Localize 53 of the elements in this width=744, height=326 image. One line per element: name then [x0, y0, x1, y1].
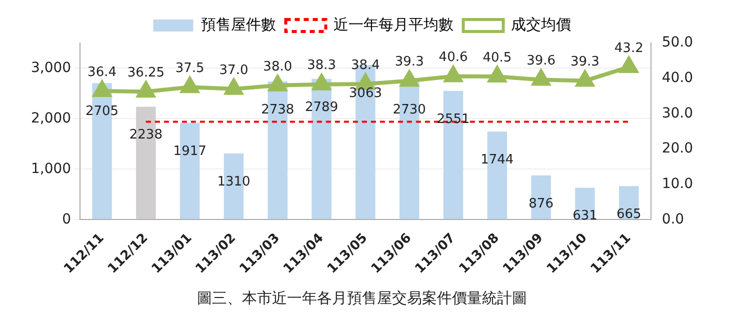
y-tick-label: 1,000 — [30, 160, 72, 177]
y2-tick-label: 50.0 — [662, 34, 693, 51]
data-label: 2738 — [261, 102, 294, 118]
data-label: 2789 — [305, 100, 338, 115]
data-label: 665 — [616, 206, 642, 222]
bar — [531, 175, 551, 220]
data-label: 38.4 — [350, 58, 380, 73]
point — [488, 66, 506, 83]
legend-label: 成交均價 — [510, 15, 571, 34]
point — [444, 66, 462, 82]
data-label: 1744 — [480, 152, 514, 168]
point — [620, 57, 638, 74]
data-label: 1310 — [217, 174, 250, 190]
y2-tick-label: 20.0 — [662, 140, 693, 157]
y2-tick-label: 10.0 — [662, 176, 693, 192]
data-label: 38.0 — [263, 59, 292, 74]
data-label: 40.5 — [482, 50, 512, 66]
legend-label: 近一年每月平均數 — [333, 15, 454, 34]
data-label: 43.2 — [614, 40, 644, 56]
legend-label: 預售屋件數 — [200, 15, 276, 34]
point — [576, 70, 594, 87]
point — [137, 82, 155, 98]
y-tick-label: 2,000 — [30, 110, 72, 126]
data-label: 2730 — [392, 102, 426, 118]
data-label: 37.5 — [175, 61, 204, 76]
data-label: 876 — [528, 196, 554, 212]
data-label: 39.6 — [526, 54, 556, 69]
point — [224, 78, 243, 95]
point — [532, 70, 550, 86]
data-label: 39.3 — [570, 54, 600, 70]
y-tick-label: 3,000 — [30, 60, 72, 76]
y2-tick-label: 0.0 — [662, 211, 684, 228]
data-label: 36.4 — [88, 64, 117, 80]
data-label: 2238 — [129, 128, 162, 143]
data-label: 37.0 — [219, 62, 248, 78]
y2-tick-label: 30.0 — [662, 105, 693, 122]
point — [180, 77, 199, 94]
data-label: 3063 — [348, 86, 382, 101]
point — [400, 70, 418, 87]
data-label: 631 — [572, 208, 598, 224]
data-label: 40.6 — [438, 50, 468, 66]
point — [312, 74, 330, 90]
y-tick-label: 0 — [62, 211, 72, 228]
y2-tick-label: 40.0 — [662, 70, 693, 86]
data-label: 2705 — [85, 104, 119, 119]
data-label: 36.25 — [127, 65, 165, 80]
data-label: 39.3 — [394, 54, 424, 70]
data-label: 38.3 — [307, 58, 336, 74]
point — [93, 81, 111, 98]
point — [268, 75, 287, 92]
text: 圖三、本市近一年各月預售屋交易案件價量統計圖 — [197, 288, 527, 307]
data-label: 1917 — [173, 144, 206, 159]
data-label: 2551 — [436, 112, 470, 127]
